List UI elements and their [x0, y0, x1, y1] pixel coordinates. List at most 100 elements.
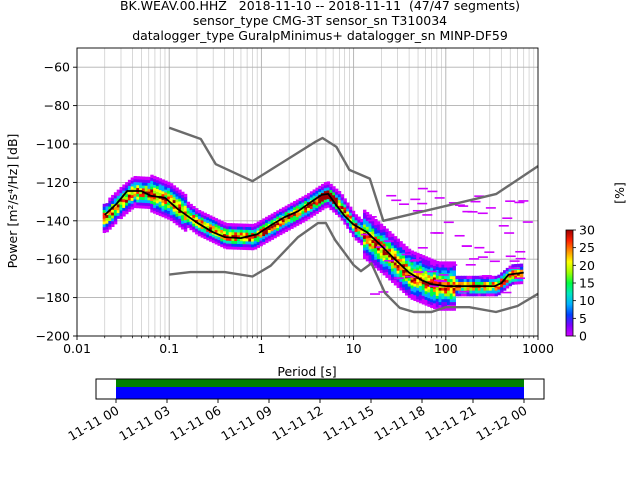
histogram-cell [357, 222, 361, 226]
histogram-cell [508, 277, 512, 281]
histogram-cell [368, 220, 373, 224]
histogram-cell [357, 233, 361, 238]
histogram-cell [273, 211, 277, 216]
histogram-cell [399, 261, 403, 265]
histogram-cell [301, 216, 305, 220]
histogram-cell [438, 287, 442, 291]
histogram-cell [133, 190, 137, 194]
histogram-cell [304, 215, 308, 219]
histogram-cell [161, 208, 165, 212]
histogram-cell [424, 293, 428, 298]
histogram-outlier [477, 212, 488, 215]
histogram-cell [368, 237, 373, 241]
histogram-cell [172, 193, 177, 198]
colorbar-tick-label: 30 [579, 223, 595, 238]
histogram-cell [147, 202, 151, 207]
histogram-cell [217, 242, 221, 246]
histogram-cell [410, 279, 414, 283]
histogram-cell [444, 264, 448, 268]
histogram-cell [262, 235, 266, 239]
histogram-cell [161, 202, 165, 206]
histogram-cell [175, 193, 179, 197]
histogram-cell [223, 225, 227, 229]
histogram-cell [438, 264, 442, 268]
histogram-cell [197, 224, 202, 228]
histogram-cell [452, 270, 456, 274]
histogram-cell [127, 182, 132, 186]
histogram-cell [161, 190, 165, 195]
histogram-cell [424, 256, 428, 260]
histogram-cell [488, 287, 493, 291]
histogram-cell [181, 206, 185, 210]
histogram-cell [158, 192, 163, 196]
histogram-cell [432, 262, 437, 266]
histogram-cell [169, 183, 174, 187]
histogram-cell [273, 226, 277, 230]
histogram-cell [357, 239, 361, 243]
histogram-cell [125, 199, 129, 203]
histogram-outlier [504, 232, 515, 234]
histogram-cell [371, 251, 375, 255]
histogram-cell [197, 215, 202, 220]
histogram-cell [374, 256, 378, 260]
histogram-cell [323, 202, 328, 206]
chart-title-line-1: BK.WEAV.00.HHZ 2018-11-10 -- 2018-11-11 … [119, 0, 521, 13]
histogram-cell [388, 262, 392, 267]
histogram-cell [438, 304, 442, 308]
histogram-cell [357, 230, 361, 235]
histogram-cell [136, 196, 140, 200]
histogram-cell [239, 235, 244, 239]
colorbar-tick-label: 15 [579, 276, 595, 291]
histogram-cell [418, 294, 423, 298]
histogram-cell [516, 275, 521, 279]
histogram-cell [309, 197, 314, 201]
histogram-cell [458, 275, 462, 280]
histogram-cell [147, 197, 151, 201]
histogram-cell [220, 226, 224, 230]
histogram-cell [399, 255, 403, 259]
histogram-cell [326, 184, 331, 188]
histogram-cell [474, 290, 479, 294]
histogram-cell [486, 281, 490, 285]
histogram-cell [449, 295, 454, 300]
histogram-cell [119, 215, 123, 220]
histogram-cell [105, 223, 109, 227]
histogram-cell [343, 212, 347, 217]
histogram-cell [133, 184, 137, 188]
histogram-cell [276, 221, 280, 226]
histogram-cell [293, 212, 297, 216]
histogram-cell [270, 233, 275, 238]
histogram-cell [519, 280, 524, 285]
histogram-cell [363, 226, 367, 231]
histogram-cell [189, 224, 193, 228]
histogram-cell [391, 245, 395, 249]
histogram-cell [446, 264, 451, 268]
histogram-cell [293, 224, 297, 228]
histogram-cell [516, 269, 521, 273]
histogram-cell [374, 265, 378, 269]
histogram-cell [404, 266, 409, 270]
histogram-cell [127, 205, 132, 210]
histogram-cell [371, 256, 375, 261]
histogram-cell [116, 204, 121, 208]
histogram-cell [155, 185, 160, 189]
histogram-cell [346, 208, 350, 212]
histogram-cell [108, 217, 112, 222]
histogram-cell [197, 210, 202, 214]
histogram-cell [119, 192, 123, 197]
histogram-cell [363, 235, 367, 239]
histogram-cell [413, 297, 417, 302]
histogram-outlier [509, 267, 520, 270]
histogram-cell [365, 220, 370, 224]
histogram-outlier [417, 202, 428, 205]
histogram-cell [343, 204, 347, 208]
histogram-cell [363, 215, 367, 219]
histogram-cell [351, 219, 356, 223]
histogram-outlier [405, 275, 416, 278]
histogram-cell [270, 225, 275, 229]
histogram-cell [404, 246, 409, 250]
histogram-cell [435, 281, 440, 285]
histogram-cell [340, 208, 345, 212]
histogram-cell [329, 189, 333, 193]
